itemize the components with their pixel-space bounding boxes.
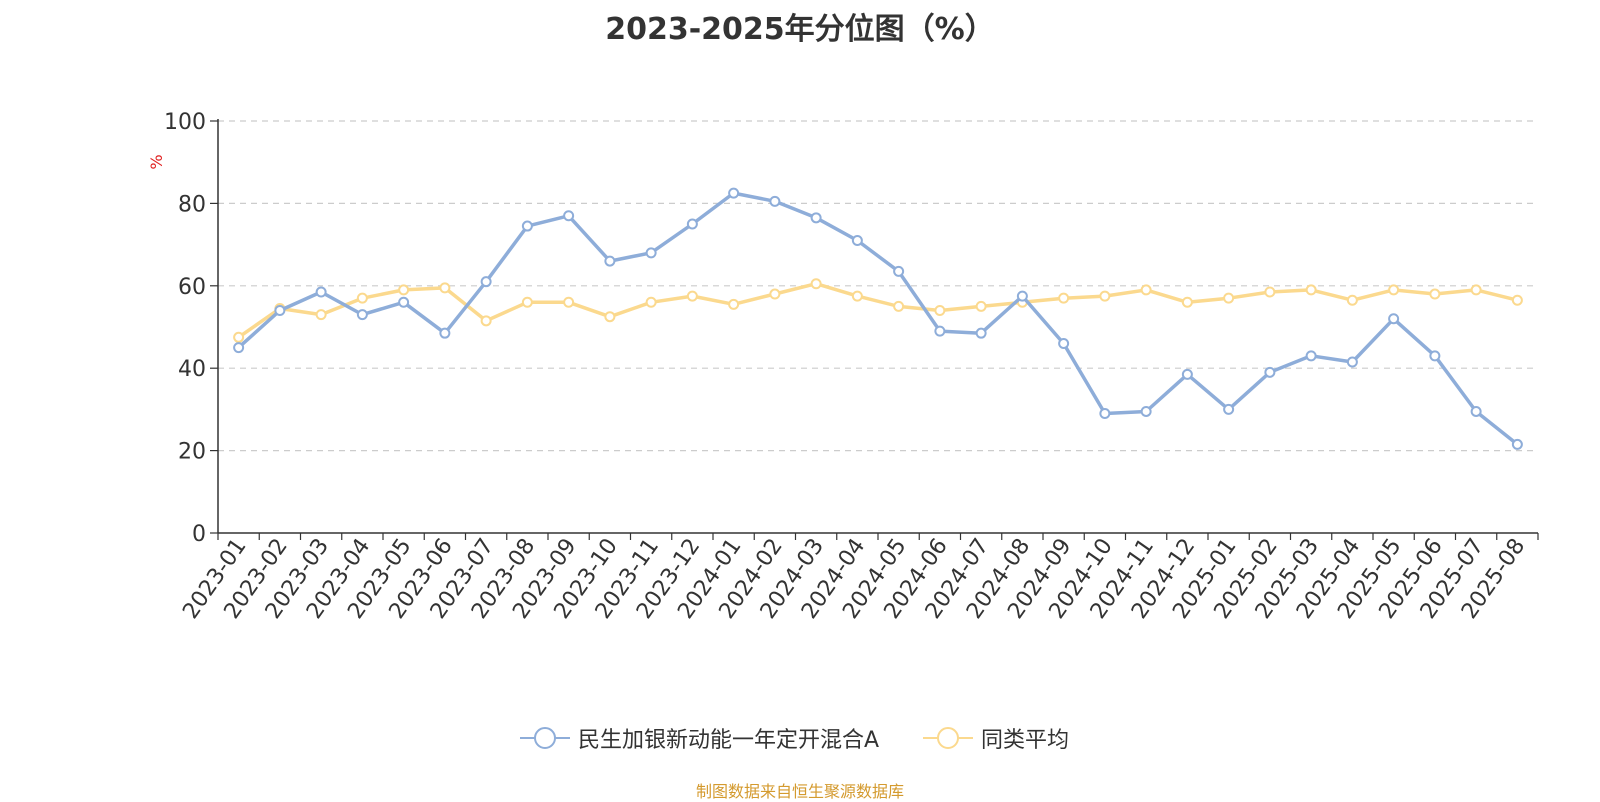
series-1-point-2024-05: [893, 300, 905, 312]
grid-lines: [218, 120, 1538, 452]
series-0-point-2024-11: [1140, 405, 1152, 417]
series-line-1: [236, 281, 1520, 340]
source-note: 制图数据来自恒生聚源数据库: [695, 782, 904, 801]
tick-labels: 020406080100%2023-012023-022023-032023-0…: [147, 110, 1530, 624]
series-0-point-2025-06: [1429, 350, 1441, 362]
series-0-point-2025-04: [1346, 356, 1358, 368]
series-1-point-2024-12: [1181, 296, 1193, 308]
series-0-point-2024-12: [1181, 368, 1193, 380]
series-0-point-2024-08: [1016, 290, 1028, 302]
series-1-point-2023-11: [645, 296, 657, 308]
y-tick-label-80: 80: [178, 192, 206, 217]
series-0-point-2023-12: [686, 218, 698, 230]
series-0-point-2024-10: [1099, 408, 1111, 420]
series-1-point-2023-06: [439, 282, 451, 294]
series-1-point-2023-05: [398, 284, 410, 296]
y-tick-label-0: 0: [192, 522, 206, 547]
series-0-point-2023-06: [439, 327, 451, 339]
y-tick-label-40: 40: [178, 357, 206, 382]
series-1-point-2025-03: [1305, 284, 1317, 296]
series-1-point-2025-04: [1346, 294, 1358, 306]
series-1-point-2025-06: [1429, 288, 1441, 300]
axes: [210, 119, 1539, 540]
series-0-point-2025-03: [1305, 350, 1317, 362]
series-0-point-2025-08: [1511, 438, 1523, 450]
series-1-point-2024-04: [851, 290, 863, 302]
series-1-point-2025-05: [1388, 284, 1400, 296]
series-1-point-2025-02: [1264, 286, 1276, 298]
series-0-point-2025-07: [1470, 405, 1482, 417]
series-0-point-2024-06: [934, 325, 946, 337]
series-0-point-2023-11: [645, 247, 657, 259]
series-1-point-2023-12: [686, 290, 698, 302]
y-tick-label-60: 60: [178, 275, 206, 300]
series-0-point-2023-09: [563, 210, 575, 222]
series-0-point-2023-04: [356, 309, 368, 321]
series-1-point-2024-11: [1140, 284, 1152, 296]
series-0-point-2024-05: [893, 265, 905, 277]
series-0-point-2023-07: [480, 276, 492, 288]
series-0-point-2023-10: [604, 255, 616, 267]
series-1-point-2025-08: [1511, 294, 1523, 306]
series-1-point-2024-07: [975, 300, 987, 312]
series-0-point-2023-03: [315, 286, 327, 298]
series-1-point-2023-03: [315, 309, 327, 321]
series-line-0: [236, 191, 1520, 447]
series-1-point-2024-03: [810, 278, 822, 290]
series-0-point-2025-05: [1388, 313, 1400, 325]
series-0-point-2024-09: [1058, 337, 1070, 349]
series-1-point-2023-01: [233, 331, 245, 343]
series-1-point-2025-01: [1223, 292, 1235, 304]
series-1-point-2024-09: [1058, 292, 1070, 304]
series-1-point-2024-06: [934, 305, 946, 317]
series-0-point-2025-02: [1264, 366, 1276, 378]
series-0-point-2024-07: [975, 327, 987, 339]
legend-item-average[interactable]: 同类平均: [923, 722, 1069, 754]
y-axis-label: %: [147, 154, 166, 169]
series-1-point-2023-10: [604, 311, 616, 323]
series-1-point-2023-07: [480, 315, 492, 327]
legend-item-fund[interactable]: 民生加银新动能一年定开混合A: [520, 722, 879, 754]
legend-marker-average: [923, 727, 973, 749]
chart-title: 2023-2025年分位图（%）: [605, 12, 995, 47]
series-0-point-2025-01: [1223, 403, 1235, 415]
series-0-point-2024-03: [810, 212, 822, 224]
y-tick-label-20: 20: [178, 440, 206, 465]
series-1-point-2023-08: [521, 296, 533, 308]
legend-marker-fund: [520, 727, 570, 749]
series-1-point-2024-02: [769, 288, 781, 300]
series-1-point-2024-01: [728, 298, 740, 310]
series-0-point-2024-04: [851, 234, 863, 246]
series-1-point-2024-10: [1099, 290, 1111, 302]
series-0-point-2024-01: [728, 187, 740, 199]
legend-label-average: 同类平均: [981, 728, 1070, 753]
series-0-point-2024-02: [769, 195, 781, 207]
series-1-point-2023-04: [356, 292, 368, 304]
series-0-point-2023-08: [521, 220, 533, 232]
series-0-point-2023-02: [274, 305, 286, 317]
series-1-point-2023-09: [563, 296, 575, 308]
series-lines: [233, 187, 1523, 450]
legend-label-fund: 民生加银新动能一年定开混合A: [578, 728, 880, 753]
series-0-point-2023-01: [233, 342, 245, 354]
series-0-point-2023-05: [398, 296, 410, 308]
series-1-point-2025-07: [1470, 284, 1482, 296]
y-tick-label-100: 100: [164, 110, 206, 135]
